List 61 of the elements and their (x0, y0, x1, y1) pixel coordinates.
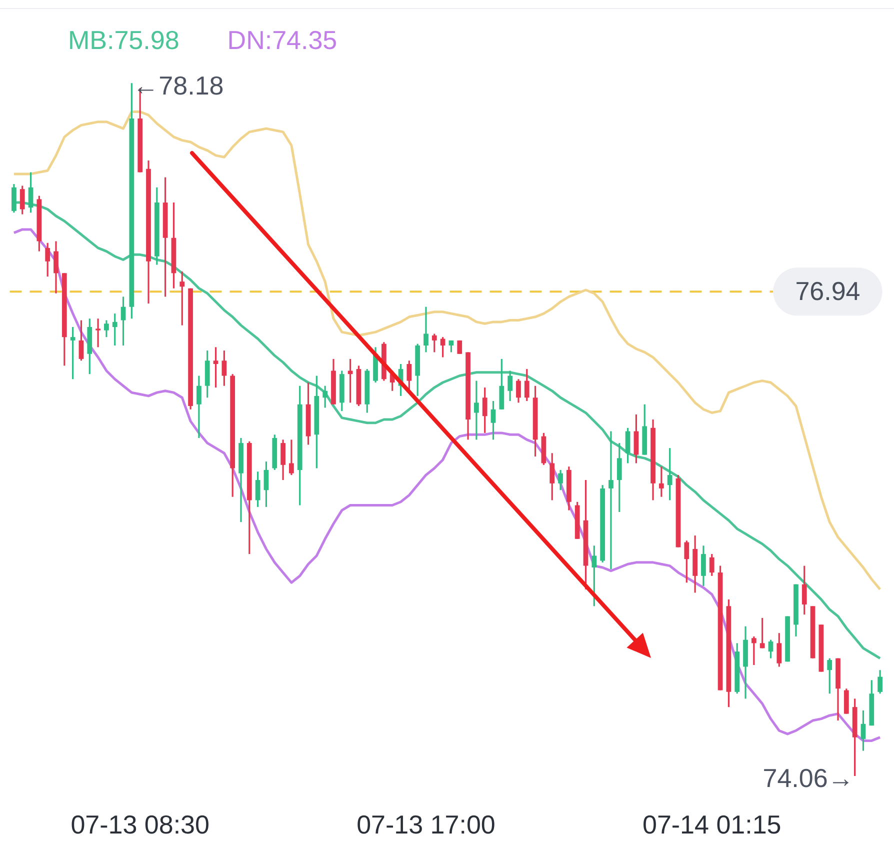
candlestick (844, 688, 849, 715)
candlestick (592, 544, 597, 607)
candlestick (827, 657, 832, 694)
candlestick (625, 427, 630, 464)
candlestick (709, 553, 714, 577)
candlestick (751, 636, 756, 666)
candlestick (196, 374, 202, 439)
candlestick (424, 306, 428, 354)
candlestick (634, 414, 639, 464)
candlestick (289, 438, 294, 476)
candlestick (70, 326, 76, 380)
candlestick (658, 466, 664, 498)
candlestick (558, 469, 563, 491)
candlestick (280, 438, 286, 481)
candlestick (96, 318, 100, 348)
candlestick (28, 171, 34, 214)
x-tick-label: 07-14 01:15 (642, 810, 782, 840)
candlestick (701, 544, 706, 587)
x-tick-label: 07-13 17:00 (356, 810, 496, 840)
candlestick (45, 242, 50, 278)
candlestick (457, 340, 462, 355)
candlestick (802, 565, 807, 616)
candlestick (406, 360, 412, 392)
candlestick (878, 669, 882, 694)
candlestick (776, 632, 782, 668)
candlestick (104, 319, 109, 338)
candlestick (20, 184, 25, 216)
candlestick (12, 183, 16, 214)
candlestick (860, 710, 866, 752)
candlestick (684, 540, 690, 584)
candlestick (180, 270, 185, 326)
candlestick (516, 378, 521, 404)
candlestick (120, 296, 126, 346)
x-tick-label: 07-13 08:30 (70, 810, 210, 840)
candlestick (768, 638, 774, 660)
candlestick (524, 368, 530, 402)
candlestick (78, 319, 84, 362)
candlestick (474, 380, 479, 440)
candlestick (222, 350, 227, 387)
candlestick (112, 312, 118, 346)
candlestick (499, 358, 504, 410)
ref-line-label: 76.94 (795, 276, 860, 306)
text: MB:75.98 (68, 24, 180, 56)
candlestick (213, 346, 218, 388)
annotation: 74.06→ (762, 763, 854, 794)
candlestick (482, 386, 488, 434)
candlestick (255, 470, 260, 508)
candlestick (667, 447, 672, 502)
candlestick (760, 617, 765, 650)
candlestick (616, 442, 622, 513)
candlestick (432, 332, 437, 354)
candlestick (348, 358, 353, 404)
candlestick (490, 400, 496, 440)
text: DN:74.35 (227, 24, 338, 56)
candlestick (54, 240, 58, 294)
candlestick (508, 370, 513, 402)
candlestick (322, 385, 328, 409)
annotation: ←78.18 (132, 70, 224, 100)
candlestick (264, 460, 269, 508)
candlestick (550, 452, 555, 502)
candlestick (608, 430, 614, 570)
